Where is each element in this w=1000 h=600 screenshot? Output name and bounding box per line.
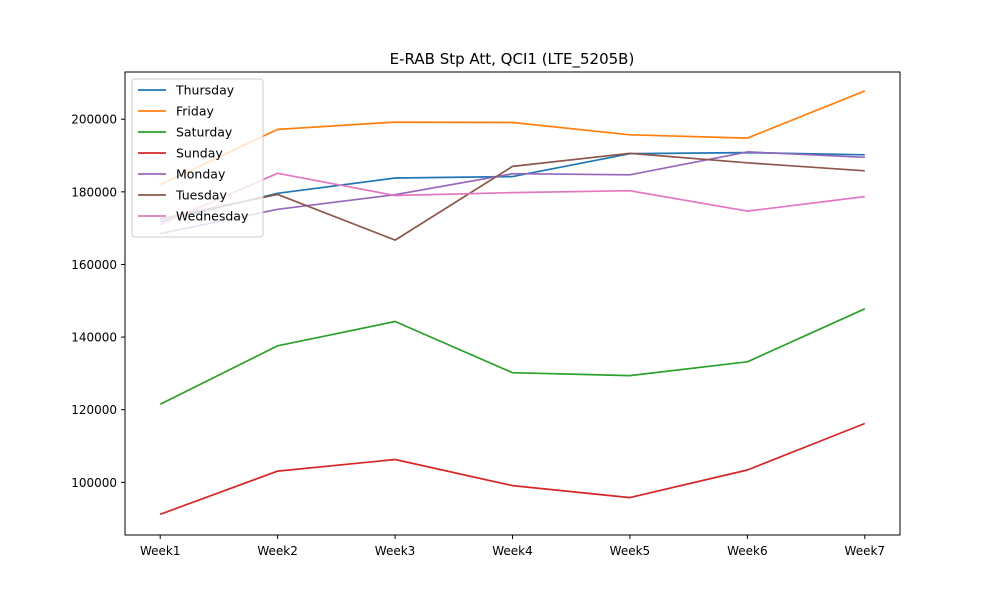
series-layer	[159, 90, 866, 516]
x-tick-label: Week1	[140, 544, 181, 558]
y-tick-label: 100000	[71, 476, 117, 490]
y-tick-label: 180000	[71, 185, 117, 199]
x-tick-label: Week3	[375, 544, 416, 558]
y-tick-label: 200000	[71, 113, 117, 127]
legend-box	[131, 78, 264, 238]
legend-label-monday: Monday	[176, 167, 226, 182]
x-tick-label: Week5	[610, 544, 651, 558]
series-line-friday	[159, 90, 866, 186]
legend-label-friday: Friday	[176, 104, 214, 119]
series-line-wednesday	[159, 172, 865, 226]
series-line-tuesday	[160, 152, 865, 241]
x-tick-label: Week6	[727, 544, 768, 558]
x-tick-label: Week4	[492, 544, 533, 558]
series-line-sunday	[159, 422, 866, 516]
plot-area: Week1 Week2 Week3 Week4 Week5 Week6 Week7 10000…	[71, 71, 901, 558]
legend-label-saturday: Saturday	[176, 125, 233, 140]
y-tick-label: 120000	[71, 403, 117, 417]
x-tick-label: Week7	[845, 544, 886, 558]
y-tick-label: 160000	[71, 258, 117, 272]
series-line-monday	[160, 151, 865, 235]
chart-title: E-RAB Stp Att, QCI1 (LTE_5205B)	[390, 50, 635, 69]
legend-label-sunday: Sunday	[176, 146, 223, 161]
x-tick-label: Week2	[257, 544, 298, 558]
series-line-saturday	[159, 308, 866, 406]
legend-label-wednesday: Wednesday	[176, 209, 249, 224]
legend-label-tuesday: Tuesday	[175, 188, 227, 203]
y-tick-label: 140000	[71, 331, 117, 345]
legend-label-thursday: Thursday	[175, 83, 235, 98]
legend: Thursday Friday Saturday Sunday Monday Tuesda…	[131, 78, 264, 238]
